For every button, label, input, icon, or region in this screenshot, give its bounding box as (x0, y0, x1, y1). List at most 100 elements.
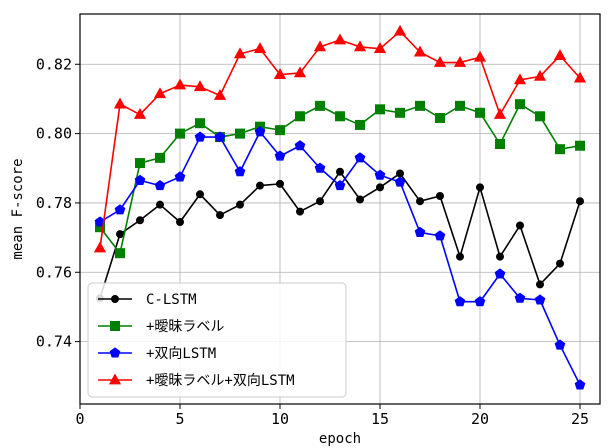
data-point (193, 80, 207, 92)
y-tick-label: 0.78 (36, 194, 72, 212)
data-point (194, 131, 206, 142)
data-point (534, 294, 546, 305)
data-point (275, 125, 285, 136)
data-point (294, 140, 306, 151)
data-point (456, 252, 464, 261)
data-point (316, 197, 324, 206)
legend-item: C-LSTM (98, 292, 197, 308)
data-point (474, 296, 486, 307)
data-point (154, 179, 166, 191)
legend-label: +曖昧ラベル+双向LSTM (146, 373, 295, 389)
y-tick-label: 0.76 (36, 263, 72, 281)
data-point (235, 128, 245, 139)
data-point (495, 139, 505, 149)
data-point (236, 200, 244, 209)
legend-item: +曖昧ラベル+双向LSTM (98, 373, 295, 389)
data-point (434, 230, 446, 241)
data-point (475, 107, 485, 118)
data-point (493, 108, 507, 119)
data-point (536, 280, 544, 289)
data-point (136, 216, 144, 225)
data-point (494, 268, 506, 279)
data-point (533, 69, 547, 81)
data-point (293, 66, 307, 78)
data-point (516, 221, 524, 230)
data-point (93, 241, 107, 253)
data-point (173, 78, 187, 90)
data-point (176, 218, 184, 226)
data-point (234, 166, 246, 177)
data-point (214, 131, 226, 142)
data-point (376, 183, 384, 192)
legend-label: +曖昧ラベル (146, 319, 224, 335)
data-point (314, 162, 326, 173)
legend-marker (111, 295, 119, 303)
data-point (296, 207, 304, 216)
data-point (276, 179, 284, 188)
data-point (354, 152, 366, 163)
plot-area (79, 13, 601, 405)
series-4 (93, 24, 587, 253)
data-point (353, 40, 367, 52)
x-tick-label: 20 (471, 410, 489, 428)
data-point (553, 49, 567, 60)
data-point (134, 174, 146, 185)
data-point (273, 68, 287, 80)
x-tick-label: 15 (371, 410, 389, 428)
data-point (156, 200, 164, 209)
data-point (116, 230, 124, 239)
data-point (513, 73, 527, 85)
y-tick-label: 0.74 (36, 333, 72, 351)
legend-box (87, 282, 347, 398)
data-point (213, 88, 227, 100)
data-point (574, 379, 586, 390)
data-point (435, 113, 445, 123)
data-point (573, 71, 587, 83)
data-point (514, 292, 526, 303)
data-point (436, 192, 444, 200)
data-point (556, 259, 564, 268)
data-point (375, 104, 385, 115)
data-point (453, 56, 467, 67)
data-point (473, 50, 487, 62)
data-point (253, 42, 267, 54)
data-point (415, 100, 425, 111)
data-point (433, 56, 447, 67)
axis-ticks: 0 5 10 15 20 25 0.74 0.76 0.78 0.80 0.82 (36, 55, 589, 428)
data-point (113, 97, 127, 109)
data-point (175, 128, 185, 139)
series-layer (93, 24, 587, 390)
data-point (216, 211, 224, 220)
data-point (336, 167, 344, 176)
data-point (496, 252, 504, 261)
data-point (155, 152, 165, 163)
legend-item: +曖昧ラベル (98, 319, 224, 335)
data-point (315, 100, 325, 111)
data-point (334, 179, 346, 191)
x-tick-label: 0 (75, 410, 84, 428)
legend-label: +双向LSTM (146, 346, 216, 362)
data-point (394, 176, 406, 187)
data-point (254, 126, 266, 137)
data-point (576, 197, 584, 206)
data-point (355, 119, 365, 130)
y-tick-label: 0.82 (36, 55, 72, 73)
legend-marker (110, 321, 120, 331)
data-point (554, 339, 566, 350)
data-point (274, 150, 286, 161)
legend-label: C-LSTM (146, 292, 197, 308)
legend: C-LSTM+曖昧ラベル+双向LSTM+曖昧ラベル+双向LSTM (87, 282, 347, 398)
data-point (454, 296, 466, 307)
data-point (535, 111, 545, 122)
data-point (196, 190, 204, 199)
data-point (133, 108, 147, 119)
data-point (575, 140, 585, 151)
legend-marker (108, 373, 122, 385)
series-line (99, 103, 581, 254)
legend-marker (109, 347, 121, 358)
data-point (135, 158, 145, 169)
data-point (114, 204, 126, 215)
data-point (374, 169, 386, 180)
data-point (256, 181, 264, 190)
